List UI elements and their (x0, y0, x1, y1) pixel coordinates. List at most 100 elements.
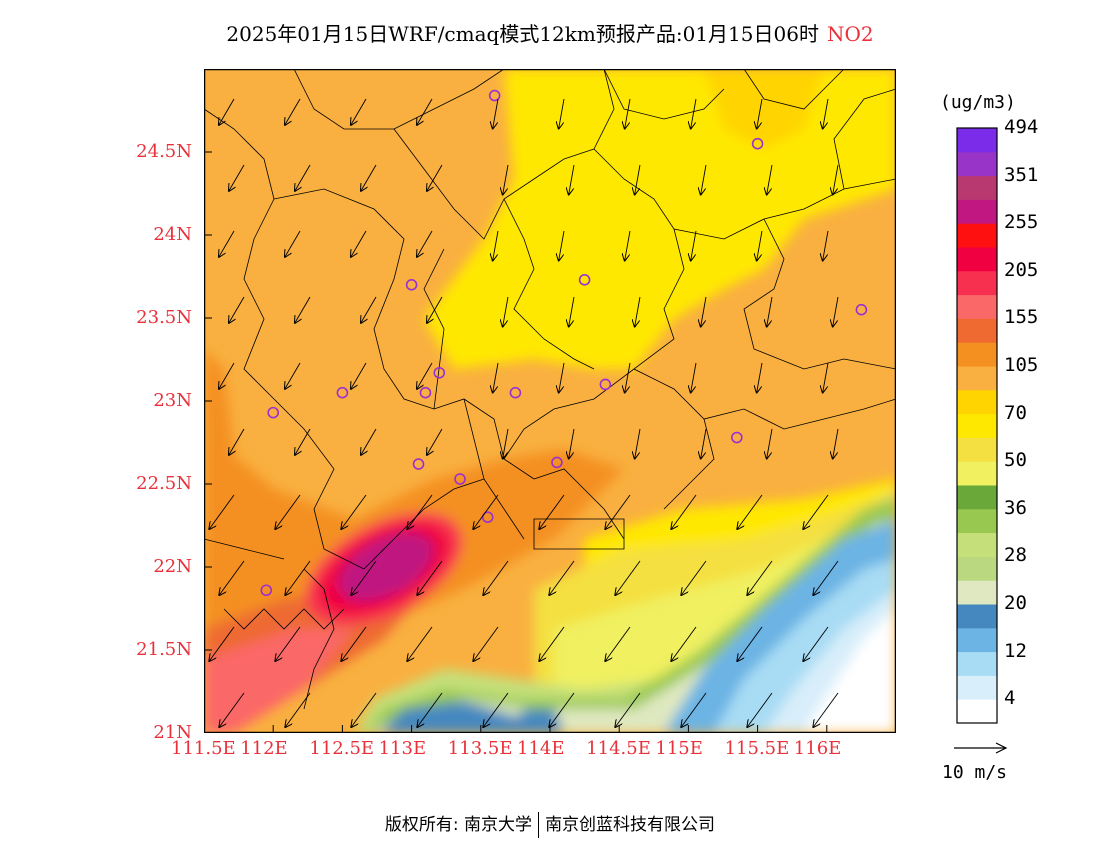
vector-reference-label: 10 m/s (942, 762, 1008, 783)
wind-arrow (757, 98, 763, 129)
x-tick-label: 113.5E (447, 738, 513, 759)
wind-arrow (295, 428, 311, 455)
wind-arrow (427, 296, 443, 323)
wind-arrow (559, 362, 565, 393)
wind-arrow (681, 692, 707, 727)
wind-arrow (351, 692, 377, 727)
wind-arrow (503, 428, 509, 459)
wind-arrow (569, 428, 575, 459)
title-main: 2025年01月15日WRF/cmaq模式12km预报产品:01月15日06时 (226, 22, 819, 46)
colorbar-swatch (957, 413, 997, 438)
wind-arrow (767, 164, 773, 195)
wind-arrow (833, 164, 839, 195)
colorbar-swatch (957, 508, 997, 534)
copyright-footer: 版权所有: 南京大学 南京创蓝科技有限公司 (0, 810, 1100, 838)
colorbar-label: 50 (1004, 449, 1027, 472)
wind-arrow (691, 98, 697, 129)
colorbar-swatch (957, 247, 997, 272)
wind-arrow (295, 296, 311, 323)
copyright-right: 南京创蓝科技有限公司 (545, 815, 716, 835)
wind-arrow (833, 296, 839, 327)
colorbar-swatch (957, 675, 997, 700)
wind-arrow (757, 362, 763, 393)
chart-title: 2025年01月15日WRF/cmaq模式12km预报产品:01月15日06时 N… (0, 18, 1100, 47)
y-tick-label: 23.5N (136, 307, 192, 328)
station-markers (260, 89, 868, 597)
colorbar-swatch (957, 318, 997, 343)
colorbar-label: 20 (1004, 592, 1027, 614)
copyright-left: 版权所有: 南京大学 (384, 815, 533, 835)
wind-arrow (219, 560, 245, 595)
wind-arrow (803, 626, 829, 661)
colorbar (956, 127, 998, 724)
wind-arrow (767, 428, 773, 459)
colorbar-unit: (ug/m3) (940, 92, 1016, 113)
wind-arrow (615, 692, 641, 727)
wind-arrow (493, 362, 499, 393)
x-tick-label: 111.5E (171, 738, 236, 759)
wind-arrow (275, 626, 301, 661)
wind-arrow (407, 626, 433, 661)
wind-arrow (635, 164, 641, 195)
wind-arrow (635, 296, 641, 327)
wind-arrow (701, 164, 707, 195)
wind-arrow (503, 296, 509, 327)
station-marker (488, 89, 501, 102)
station-marker (551, 456, 563, 469)
station-marker (599, 378, 612, 391)
wind-arrow (559, 230, 565, 261)
station-marker (509, 386, 522, 399)
wind-arrow (757, 230, 763, 261)
wind-arrow (417, 98, 433, 125)
wind-arrow (407, 494, 433, 529)
wind-arrow (671, 626, 697, 661)
wind-vectors (209, 98, 839, 727)
wind-arrow (417, 560, 443, 595)
wind-arrow (605, 626, 631, 661)
wind-arrow (493, 98, 499, 129)
wind-arrow (473, 494, 499, 529)
wind-arrow (747, 692, 773, 727)
colorbar-frame (956, 127, 998, 724)
y-tick-label: 21.5N (136, 639, 192, 660)
wind-arrow (229, 164, 245, 191)
y-tick-label: 23N (153, 390, 192, 411)
wind-arrow (823, 362, 829, 393)
colorbar-swatch (957, 604, 997, 629)
station-marker (433, 366, 446, 379)
colorbar-swatch (957, 461, 997, 486)
wind-arrow (427, 428, 443, 455)
forecast-map[interactable] (203, 68, 897, 734)
colorbar-swatch (957, 437, 997, 462)
y-tick-label: 22N (153, 556, 192, 577)
wind-arrow (823, 98, 829, 129)
colorbar-swatch (957, 556, 997, 581)
colorbar-swatch (957, 389, 997, 415)
colorbar-label: 205 (1004, 258, 1039, 281)
wind-arrow (625, 362, 631, 393)
wind-arrow (833, 428, 839, 459)
wind-arrow (803, 494, 829, 529)
colorbar-swatch (957, 627, 997, 653)
vector-reference-arrow (954, 742, 1008, 754)
x-tick-label: 114.5E (586, 738, 651, 759)
wind-arrow (427, 164, 443, 191)
colorbar-label: 4 (1004, 687, 1016, 710)
colorbar-swatch (957, 342, 997, 367)
wind-arrow (767, 296, 773, 327)
wind-arrow (671, 494, 697, 529)
wind-arrow (361, 296, 377, 323)
wind-arrow (549, 560, 575, 595)
wind-arrow (691, 230, 697, 261)
station-marker (454, 473, 466, 485)
wind-arrow (681, 560, 707, 595)
wind-arrow (559, 98, 565, 129)
x-tick-label: 112.5E (309, 738, 375, 759)
wind-arrow (285, 362, 301, 389)
wind-arrow (285, 692, 311, 727)
colorbar-label: 36 (1004, 496, 1027, 519)
concentration-field (204, 69, 896, 733)
wind-arrow (351, 98, 367, 125)
colorbar-swatch (957, 199, 997, 224)
x-tick-label: 115.5E (724, 738, 790, 759)
